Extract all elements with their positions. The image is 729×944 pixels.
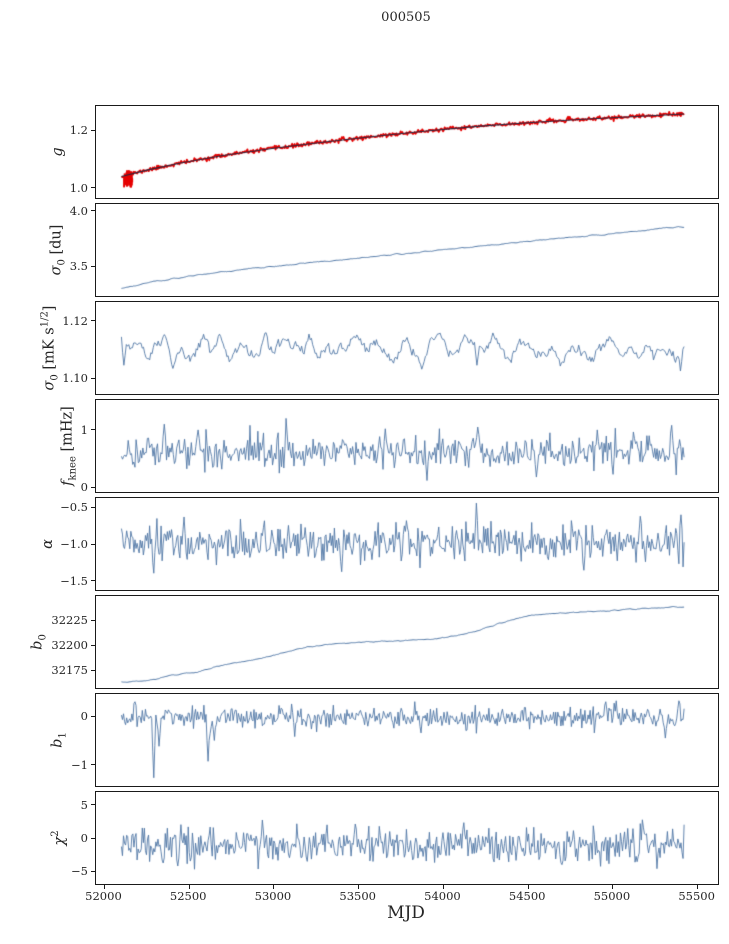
- y-axis-label-chi2: χ2: [50, 830, 68, 846]
- y-tick-mark: [91, 870, 96, 872]
- y-tick-label: 1.10: [62, 371, 88, 386]
- y-tick-label: 4.0: [69, 203, 88, 218]
- panel-g: 1.2 1.0 g: [50, 105, 719, 199]
- plot-canvas-b1: [96, 694, 718, 786]
- y-tick-label: 3.5: [69, 259, 88, 274]
- plot-canvas-alpha: [96, 498, 718, 590]
- y-tick-label: 1.12: [62, 313, 88, 328]
- y-tick-mark: [91, 580, 96, 581]
- x-tick-label: 52000: [85, 889, 122, 903]
- x-tick-mark: [527, 884, 529, 889]
- plot-canvas-g: [96, 106, 718, 198]
- plot-canvas-sigma0-mk: [96, 302, 718, 394]
- y-tick-mark: [91, 764, 96, 766]
- x-tick-label: 55500: [678, 889, 715, 903]
- y-tick-label: 1.2: [69, 123, 88, 138]
- y-tick-mark: [91, 506, 96, 508]
- y-axis-label-b1: b1: [49, 732, 69, 748]
- y-tick-mark: [91, 210, 96, 212]
- x-tick-mark: [358, 884, 360, 889]
- x-tick-label: 53500: [339, 889, 376, 903]
- plot-canvas-chi2: [96, 792, 718, 884]
- y-tick-mark: [91, 187, 96, 189]
- y-tick-mark: [91, 486, 96, 488]
- y-tick-mark: [91, 644, 96, 646]
- y-axis-label-sigma0-mk: σ0 [mK s1/2]: [39, 305, 61, 391]
- y-tick-label: 32225: [51, 613, 88, 627]
- x-tick-label: 52500: [169, 889, 207, 903]
- y-tick-mark: [91, 619, 96, 621]
- y-axis-label-alpha: α: [40, 539, 56, 549]
- y-tick-label: −5: [71, 864, 88, 879]
- y-tick-mark: [91, 804, 96, 806]
- y-tick-label: −1.5: [60, 573, 88, 588]
- panel-fknee: 1 0 fknee [mHz]: [60, 399, 719, 494]
- plot-canvas-sigma0-du: [96, 204, 718, 296]
- x-tick-mark: [103, 884, 105, 889]
- y-axis-label-sigma0-du: σ0 [du]: [48, 224, 68, 276]
- panel-chi2: 5 0 −5 χ2: [50, 791, 719, 889]
- y-tick-mark: [91, 429, 96, 431]
- y-tick-mark: [91, 715, 96, 717]
- x-tick-label: 54000: [424, 889, 461, 903]
- y-tick-label: −0.5: [60, 500, 88, 515]
- y-tick-mark: [91, 320, 96, 322]
- x-tick-mark: [188, 884, 190, 889]
- x-tick-label: 55000: [593, 889, 631, 903]
- x-tick-label: 53000: [254, 889, 292, 903]
- plot-canvas-b0: [96, 596, 718, 688]
- y-tick-label: 32175: [51, 663, 88, 677]
- x-tick-mark: [442, 884, 444, 889]
- panel-b0: 32225 32200 32175 b0: [30, 595, 719, 689]
- y-tick-label: 0: [80, 831, 88, 845]
- y-tick-mark: [91, 837, 96, 839]
- y-tick-label: 32200: [51, 638, 88, 652]
- x-tick-label: 54500: [508, 889, 546, 903]
- y-tick-mark: [91, 377, 96, 379]
- figure-title: 000505: [381, 10, 431, 25]
- panel-sigma0-mk: 1.12 1.10 σ0 [mK s1/2]: [40, 301, 719, 395]
- y-axis-label-b0: b0: [29, 634, 49, 650]
- x-axis-label: MJD: [387, 903, 425, 923]
- x-tick-mark: [612, 884, 614, 889]
- y-tick-label: 0: [80, 709, 88, 724]
- y-tick-label: −1: [71, 757, 88, 772]
- y-tick-mark: [91, 669, 96, 671]
- y-tick-mark: [91, 265, 96, 267]
- y-tick-mark: [91, 543, 96, 545]
- plot-canvas-fknee: [96, 400, 718, 492]
- y-axis-label-fknee: fknee [mHz]: [59, 406, 79, 486]
- y-tick-label: 0: [80, 480, 88, 495]
- y-tick-label: 1: [80, 422, 88, 437]
- y-axis-label-g: g: [50, 147, 66, 157]
- x-tick-mark: [273, 884, 275, 889]
- x-tick-mark: [697, 884, 699, 889]
- y-tick-label: 5: [80, 797, 88, 812]
- y-tick-mark: [91, 129, 96, 131]
- panel-alpha: −0.5 −1.0 −1.5 α: [40, 497, 719, 591]
- y-tick-label: 1.0: [69, 180, 88, 195]
- panel-sigma0-du: 4.0 3.5 σ0 [du]: [49, 203, 719, 297]
- y-tick-label: −1.0: [60, 537, 88, 551]
- panel-b1: 0 −1 b1: [50, 693, 719, 787]
